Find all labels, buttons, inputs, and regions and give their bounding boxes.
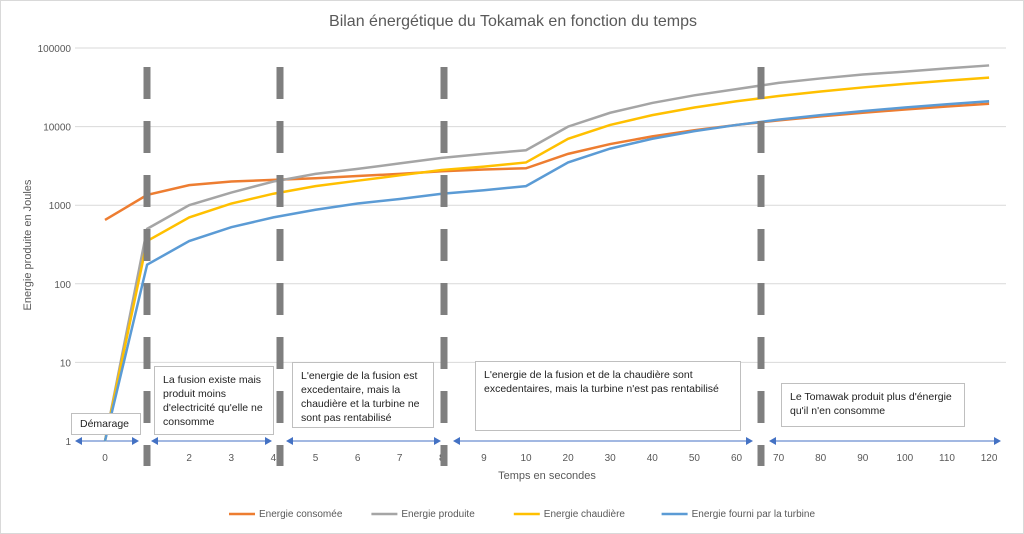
- annotation-phase-2: L'energie de la fusion est excedentaire,…: [292, 362, 434, 428]
- series-line-energie-produite: [103, 64, 990, 442]
- x-tick-label: 70: [773, 453, 785, 464]
- x-tick-label: 110: [939, 453, 955, 464]
- arrow-head-left: [769, 437, 776, 445]
- arrow-head-right: [746, 437, 753, 445]
- x-tick-label: 3: [229, 453, 235, 464]
- legend-label: Energie chaudière: [544, 509, 626, 520]
- arrow-head-left: [151, 437, 158, 445]
- x-tick-label: 10: [520, 453, 532, 464]
- y-tick-label: 100000: [38, 44, 72, 55]
- x-tick-label: 5: [313, 453, 319, 464]
- x-tick-label: 60: [731, 453, 743, 464]
- x-tick-label: 80: [815, 453, 827, 464]
- arrow-head-left: [75, 437, 82, 445]
- arrow-head-right: [434, 437, 441, 445]
- y-tick-label: 100: [54, 280, 71, 291]
- x-tick-label: 7: [397, 453, 403, 464]
- annotation-phase-4: Le Tomawak produit plus d'énergie qu'il …: [781, 383, 965, 427]
- x-tick-label: 0: [102, 453, 108, 464]
- y-axis-label: Energie produite en Joules: [22, 179, 34, 310]
- arrow-head-right: [132, 437, 139, 445]
- x-tick-label: 90: [857, 453, 869, 464]
- x-tick-label: 9: [481, 453, 487, 464]
- y-tick-label: 10: [60, 358, 72, 369]
- series-line-energie-fourni-par-la-turbine: [103, 100, 990, 442]
- arrow-head-left: [453, 437, 460, 445]
- x-tick-label: 50: [689, 453, 701, 464]
- annotation-phase-3: L'energie de la fusion et de la chaudièr…: [475, 361, 741, 431]
- arrow-head-right: [994, 437, 1001, 445]
- x-tick-label: 100: [897, 453, 914, 464]
- annotation-demarrage: Démarage: [71, 413, 141, 435]
- legend-label: Energie consomée: [259, 509, 343, 520]
- x-tick-label: 40: [647, 453, 659, 464]
- x-tick-label: 2: [186, 453, 192, 464]
- legend-label: Energie produite: [401, 509, 475, 520]
- series-line-energie-consom-e: [104, 102, 990, 221]
- chart-title: Bilan énergétique du Tokamak en fonction…: [329, 13, 697, 30]
- x-tick-label: 6: [355, 453, 361, 464]
- x-tick-label: 30: [605, 453, 617, 464]
- y-tick-label: 1: [65, 437, 71, 448]
- x-axis-label: Temps en secondes: [498, 470, 596, 482]
- x-tick-label: 20: [563, 453, 575, 464]
- legend-label: Energie fourni par la turbine: [692, 509, 816, 520]
- annotation-phase-1: La fusion existe mais produit moins d'el…: [154, 366, 274, 435]
- y-tick-label: 10000: [43, 123, 71, 134]
- arrow-head-right: [265, 437, 272, 445]
- x-tick-label: 4: [271, 453, 277, 464]
- arrow-head-left: [286, 437, 293, 445]
- x-tick-label: 120: [981, 453, 998, 464]
- y-tick-label: 1000: [49, 201, 72, 212]
- series-line-energie-chaudi-re: [103, 76, 990, 442]
